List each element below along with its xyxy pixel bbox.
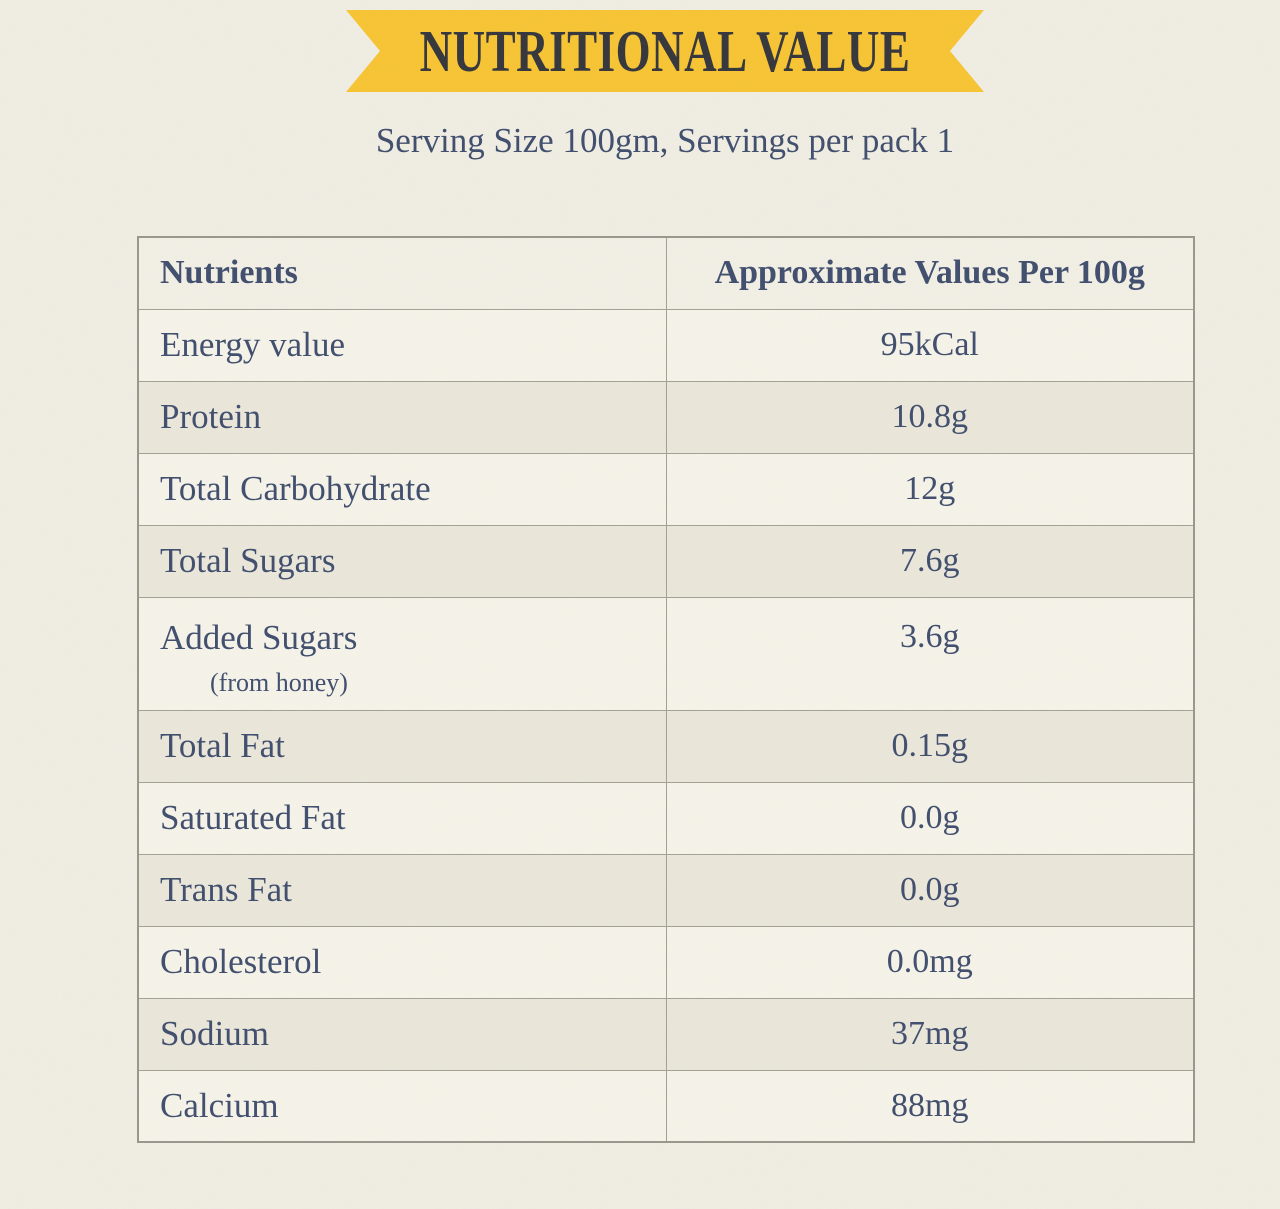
serving-info: Serving Size 100gm, Servings per pack 1	[375, 121, 955, 160]
nutrient-label: Energy value	[160, 325, 345, 364]
label-content: NUTRITIONAL VALUE Serving Size 100gm, Se…	[137, 0, 1195, 1143]
ribbon-banner: NUTRITIONAL VALUE	[346, 10, 984, 92]
nutrient-value: 0.0mg	[665, 925, 1195, 999]
nutrition-table: Nutrients Approximate Values Per 100g En…	[137, 236, 1195, 1143]
table-row: Total Fat 0.15g	[137, 709, 1195, 783]
nutrient-label: Saturated Fat	[160, 798, 346, 837]
nutrient-label: Sodium	[160, 1014, 269, 1053]
nutrient-value: 10.8g	[665, 380, 1195, 454]
table-row: Total Carbohydrate 12g	[137, 452, 1195, 526]
nutrient-value: 0.0g	[665, 781, 1195, 855]
nutrient-label: Cholesterol	[160, 942, 322, 981]
nutrient-label: Trans Fat	[160, 870, 292, 909]
banner-title: NUTRITIONAL VALUE	[419, 18, 911, 84]
table-body: Energy value 95kCal Protein 10.8g Total …	[137, 308, 1195, 1143]
table-row: Energy value 95kCal	[137, 308, 1195, 382]
table-row: Added Sugars (from honey) 3.6g	[137, 596, 1195, 711]
column-header-values: Approximate Values Per 100g	[665, 236, 1195, 310]
table-row: Sodium 37mg	[137, 997, 1195, 1071]
nutrient-value: 3.6g	[665, 596, 1195, 711]
nutrient-label: Added Sugars	[160, 617, 358, 657]
nutrient-value: 7.6g	[665, 524, 1195, 598]
nutrient-note: (from honey)	[210, 667, 348, 697]
nutrient-label: Calcium	[160, 1085, 279, 1125]
nutrient-label: Total Sugars	[160, 541, 336, 580]
nutrient-value: 95kCal	[665, 308, 1195, 382]
table-row: Cholesterol 0.0mg	[137, 925, 1195, 999]
nutrient-value: 12g	[665, 452, 1195, 526]
nutrient-value: 0.15g	[665, 709, 1195, 783]
table-row: Total Sugars 7.6g	[137, 524, 1195, 598]
table-row: Saturated Fat 0.0g	[137, 781, 1195, 855]
table-header-row: Nutrients Approximate Values Per 100g	[137, 236, 1195, 310]
table-row: Trans Fat 0.0g	[137, 853, 1195, 927]
nutrient-value: 0.0g	[665, 853, 1195, 927]
nutrient-value: 37mg	[665, 997, 1195, 1071]
nutrient-label: Protein	[160, 397, 262, 436]
table-row: Protein 10.8g	[137, 380, 1195, 454]
table-row: Calcium 88mg	[137, 1069, 1195, 1143]
nutrient-value: 88mg	[665, 1069, 1195, 1143]
column-header-nutrients: Nutrients	[137, 236, 667, 310]
nutrient-label: Total Carbohydrate	[160, 469, 431, 508]
nutrient-label: Total Fat	[160, 726, 285, 765]
